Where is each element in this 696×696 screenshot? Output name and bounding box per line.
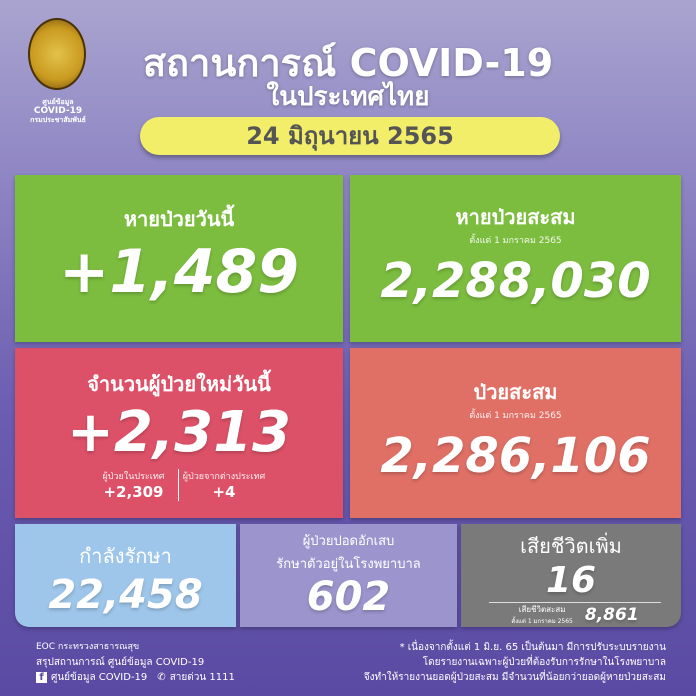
card-value: 2,288,030 (380, 253, 651, 309)
deaths-since: ตั้งแต่ 1 มกราคม 2565 (511, 618, 573, 625)
note-line: * เนื่องจากตั้งแต่ 1 มิ.ย. 65 เป็นต้นมา … (399, 642, 666, 653)
footer-line: EOC กระทรวงสาธารณสุข (36, 642, 140, 652)
facebook-page: ศูนย์ข้อมูล COVID-19 (51, 672, 148, 683)
card-value: 602 (306, 574, 391, 620)
card-label: กำลังรักษา (79, 544, 172, 568)
footer-note: * เนื่องจากตั้งแต่ 1 มิ.ย. 65 เป็นต้นมา … (364, 640, 666, 685)
deaths-total-row: เสียชีวิตสะสม ตั้งแต่ 1 มกราคม 2565 8,86… (489, 602, 661, 626)
facebook-icon: f (36, 672, 47, 683)
deaths-total-label: เสียชีวิตสะสม (518, 605, 566, 614)
seal-line: ศูนย์ข้อมูล (42, 98, 74, 106)
card-label-2: รักษาตัวอยู่ในโรงพยาบาล (276, 557, 421, 572)
domestic-label: ผู้ป่วยในประเทศ (102, 472, 165, 482)
date-banner: 24 มิถุนายน 2565 (140, 117, 560, 155)
card-in-treatment: กำลังรักษา 22,458 (15, 524, 236, 627)
card-label: จำนวนผู้ป่วยใหม่วันนี้ (87, 372, 271, 396)
phone-icon: ✆ (157, 672, 166, 683)
seal-line: กรมประชาสัมพันธ์ (30, 116, 86, 124)
card-value: 2,286,106 (380, 428, 651, 484)
seal-line: COVID-19 (33, 106, 83, 116)
card-recovered-today: หายป่วยวันนี้ +1,489 (15, 175, 343, 342)
domestic-cases: ผู้ป่วยในประเทศ +2,309 (89, 469, 179, 501)
card-new-cases: จำนวนผู้ป่วยใหม่วันนี้ +2,313 ผู้ป่วยในป… (15, 348, 343, 518)
card-label: เสียชีวิตเพิ่ม (520, 534, 622, 558)
imported-label: ผู้ป่วยจากต่างประเทศ (182, 472, 266, 482)
page-title: สถานการณ์ COVID-19 (142, 41, 554, 85)
page-subtitle: ในประเทศไทย (266, 82, 430, 112)
government-seal-logo (28, 18, 86, 90)
footer-line: สรุปสถานการณ์ ศูนย์ข้อมูล COVID-19 (36, 657, 205, 668)
card-since: ตั้งแต่ 1 มกราคม 2565 (469, 411, 562, 421)
imported-cases: ผู้ป่วยจากต่างประเทศ +4 (179, 469, 269, 501)
note-line: โดยรายงานเฉพาะผู้ป่วยที่ต้องรับการรักษาใ… (422, 657, 666, 668)
card-since: ตั้งแต่ 1 มกราคม 2565 (469, 236, 562, 246)
imported-value: +4 (212, 483, 236, 501)
seal-caption: ศูนย์ข้อมูล COVID-19 กรมประชาสัมพันธ์ (18, 98, 98, 125)
card-label: หายป่วยวันนี้ (123, 207, 235, 231)
card-deaths: เสียชีวิตเพิ่ม 16 เสียชีวิตสะสม ตั้งแต่ … (461, 524, 681, 627)
footer-source: EOC กระทรวงสาธารณสุข สรุปสถานการณ์ ศูนย์… (36, 640, 235, 685)
card-label: ป่วยสะสม (473, 380, 558, 404)
deaths-total-value: 8,861 (584, 604, 639, 625)
card-value: +2,313 (66, 400, 292, 465)
card-label: ผู้ป่วยปอดอักเสบ (302, 534, 395, 549)
domestic-value: +2,309 (103, 483, 164, 501)
hotline: สายด่วน 1111 (169, 672, 235, 683)
card-value: 22,458 (48, 572, 203, 618)
card-value: +1,489 (58, 237, 300, 307)
card-pneumonia: ผู้ป่วยปอดอักเสบ รักษาตัวอยู่ในโรงพยาบาล… (240, 524, 457, 627)
card-total-cases: ป่วยสะสม ตั้งแต่ 1 มกราคม 2565 2,286,106 (350, 348, 681, 518)
card-label: หายป่วยสะสม (455, 205, 576, 229)
note-line: จึงทำให้รายงานยอดผู้ป่วยสะสม มีจำนวนที่น… (363, 672, 666, 683)
card-value: 16 (545, 560, 597, 601)
card-recovered-total: หายป่วยสะสม ตั้งแต่ 1 มกราคม 2565 2,288,… (350, 175, 681, 342)
